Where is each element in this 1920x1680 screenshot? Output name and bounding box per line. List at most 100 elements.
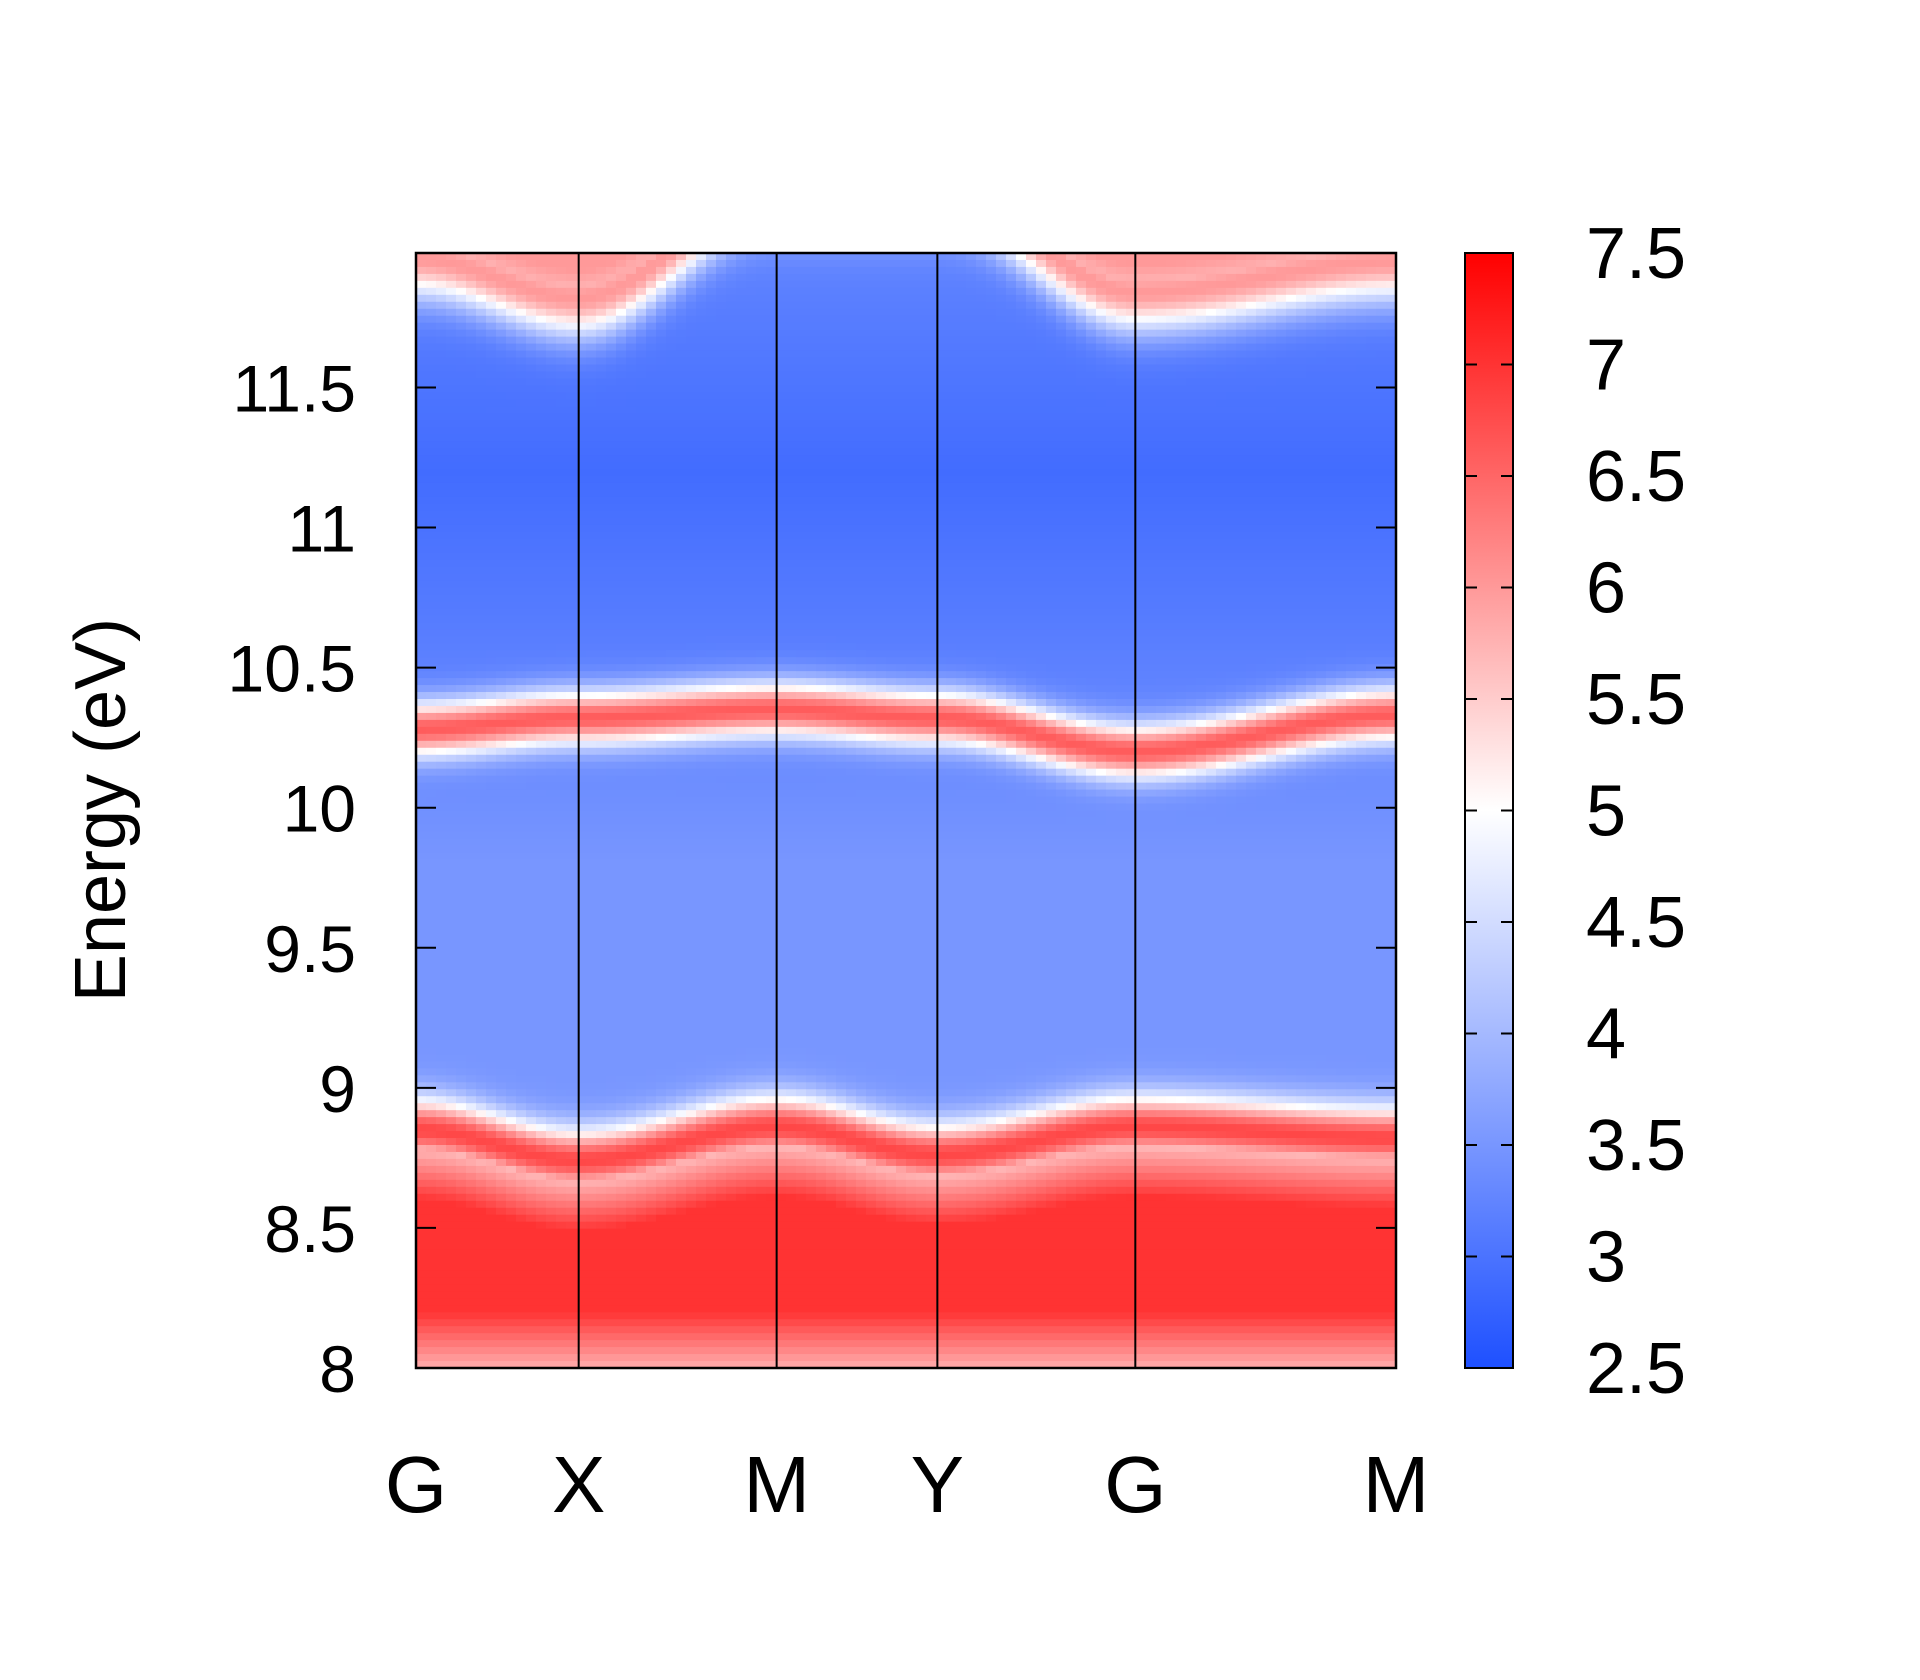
heatmap-cell bbox=[636, 1019, 647, 1028]
heatmap-cell bbox=[446, 294, 457, 303]
heatmap-cell bbox=[576, 1075, 587, 1083]
heatmap-cell bbox=[696, 1354, 707, 1362]
heatmap-cell bbox=[466, 768, 477, 777]
heatmap-cell bbox=[626, 280, 637, 289]
heatmap-cell bbox=[576, 399, 587, 407]
heatmap-cell bbox=[436, 385, 447, 393]
heatmap-cell bbox=[616, 1026, 627, 1035]
heatmap-cell bbox=[516, 908, 527, 916]
heatmap-cell bbox=[576, 838, 587, 846]
heatmap-cell bbox=[566, 894, 577, 902]
heatmap-cell bbox=[686, 901, 697, 909]
heatmap-cell bbox=[576, 308, 587, 317]
heatmap-cell bbox=[696, 1333, 707, 1341]
heatmap-cell bbox=[696, 831, 707, 839]
heatmap-cell bbox=[436, 1089, 447, 1097]
heatmap-cell bbox=[716, 1061, 727, 1069]
heatmap-cell bbox=[606, 991, 617, 1000]
heatmap-cell bbox=[576, 1012, 587, 1021]
heatmap-cell bbox=[656, 622, 667, 630]
heatmap-cell bbox=[706, 1235, 717, 1244]
heatmap-cell bbox=[426, 922, 437, 930]
heatmap-cell bbox=[676, 1186, 687, 1195]
heatmap-cell bbox=[686, 1228, 697, 1237]
heatmap-cell bbox=[466, 1179, 477, 1188]
heatmap-cell bbox=[556, 1361, 567, 1368]
heatmap-cell bbox=[696, 873, 707, 881]
heatmap-cell bbox=[716, 922, 727, 930]
heatmap-cell bbox=[656, 1158, 667, 1167]
heatmap-cell bbox=[486, 970, 497, 979]
heatmap-cell bbox=[606, 462, 617, 470]
heatmap-cell bbox=[436, 873, 447, 881]
heatmap-cell bbox=[696, 719, 707, 728]
heatmap-cell bbox=[696, 253, 707, 261]
heatmap-cell bbox=[546, 615, 557, 623]
heatmap-cell bbox=[716, 831, 727, 839]
heatmap-cell bbox=[486, 364, 497, 373]
heatmap-cell bbox=[696, 1033, 707, 1042]
heatmap-cell bbox=[606, 733, 617, 742]
heatmap-cell bbox=[696, 838, 707, 846]
heatmap-cell bbox=[636, 1235, 647, 1244]
heatmap-cell bbox=[596, 496, 607, 505]
heatmap-cell bbox=[716, 915, 727, 923]
heatmap-cell bbox=[586, 1019, 597, 1028]
heatmap-cell bbox=[716, 1347, 727, 1355]
heatmap-cell bbox=[656, 1277, 667, 1285]
heatmap-cell bbox=[706, 531, 717, 540]
heatmap-cell bbox=[706, 1333, 717, 1341]
heatmap-cell bbox=[646, 1235, 657, 1244]
heatmap-cell bbox=[686, 559, 697, 568]
heatmap-cell bbox=[496, 336, 507, 345]
heatmap-cell bbox=[576, 427, 587, 435]
heatmap-cell bbox=[576, 636, 587, 644]
heatmap-cell bbox=[546, 915, 557, 923]
heatmap-cell bbox=[516, 636, 527, 644]
heatmap-cell bbox=[496, 1040, 507, 1049]
heatmap-cell bbox=[576, 1235, 587, 1244]
heatmap-cell bbox=[556, 956, 567, 965]
heatmap-cell bbox=[646, 803, 657, 812]
heatmap-cell bbox=[696, 956, 707, 965]
heatmap-cell bbox=[596, 517, 607, 526]
heatmap-cell bbox=[686, 517, 697, 526]
heatmap-cell bbox=[586, 782, 597, 791]
heatmap-cell bbox=[566, 866, 577, 874]
heatmap-cell bbox=[466, 949, 477, 958]
heatmap-cell bbox=[546, 1103, 557, 1111]
heatmap-cell bbox=[466, 1040, 477, 1049]
heatmap-cell bbox=[616, 817, 627, 826]
heatmap-cell bbox=[696, 343, 707, 352]
heatmap-cell bbox=[526, 1082, 537, 1090]
heatmap-cell bbox=[506, 406, 517, 414]
heatmap-cell bbox=[466, 392, 477, 400]
heatmap-cell bbox=[466, 308, 477, 317]
heatmap-cell bbox=[586, 956, 597, 965]
heatmap-cell bbox=[676, 622, 687, 630]
heatmap-cell bbox=[576, 908, 587, 916]
heatmap-cell bbox=[516, 1019, 527, 1028]
heatmap-cell bbox=[516, 1131, 527, 1139]
heatmap-cell bbox=[666, 1207, 677, 1216]
heatmap-cell bbox=[606, 866, 617, 874]
heatmap-cell bbox=[656, 873, 667, 881]
heatmap-cell bbox=[416, 705, 427, 714]
heatmap-cell bbox=[556, 1263, 567, 1272]
heatmap-cell bbox=[696, 643, 707, 651]
heatmap-cell bbox=[466, 1214, 477, 1223]
heatmap-cell bbox=[476, 462, 487, 470]
heatmap-cell bbox=[556, 866, 567, 874]
heatmap-cell bbox=[676, 824, 687, 833]
heatmap-cell bbox=[516, 1291, 527, 1299]
heatmap-cell bbox=[596, 1319, 607, 1327]
heatmap-cell bbox=[426, 601, 437, 610]
heatmap-cell bbox=[716, 970, 727, 979]
heatmap-cell bbox=[616, 476, 627, 484]
heatmap-cell bbox=[556, 1340, 567, 1348]
heatmap-cell bbox=[546, 775, 557, 784]
heatmap-cell bbox=[446, 1033, 457, 1042]
heatmap-cell bbox=[566, 503, 577, 512]
heatmap-cell bbox=[566, 1068, 577, 1076]
heatmap-cell bbox=[456, 510, 467, 519]
